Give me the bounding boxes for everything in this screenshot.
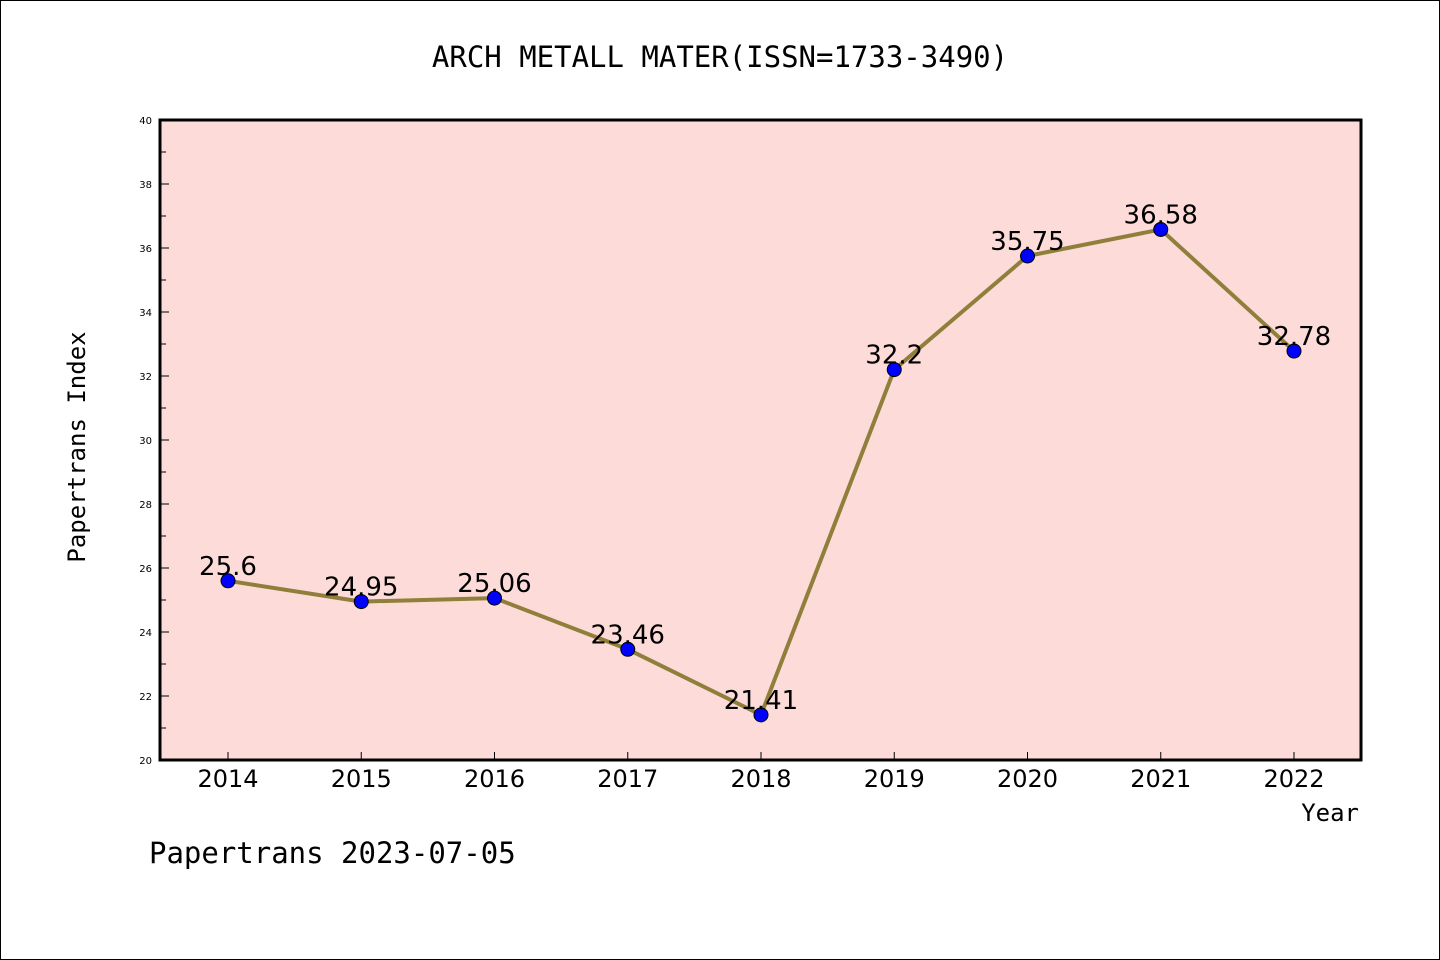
data-value-label: 25.06 [457,569,531,599]
data-value-label: 32.2 [865,341,923,371]
data-value-label: 25.6 [199,552,257,582]
data-point-marker [1153,221,1169,237]
y-tick-label: 32 [139,372,152,383]
y-tick-label: 30 [139,436,152,447]
data-point-marker [353,594,369,610]
data-point-marker [886,362,902,378]
data-point-marker [753,707,769,723]
y-tick-label: 20 [139,756,152,767]
chart-title: ARCH METALL MATER(ISSN=1733-3490) [432,40,1008,74]
data-point-marker [620,641,636,657]
data-point-marker [487,590,502,606]
data-value-label: 35.75 [990,227,1064,257]
data-value-label: 32.78 [1257,322,1331,352]
x-tick-label: 2022 [1263,765,1324,793]
y-tick-label: 40 [139,116,152,127]
data-value-label: 23.46 [591,620,665,650]
x-tick-label: 2014 [197,765,258,793]
y-tick-label: 24 [139,628,152,639]
y-tick-label: 36 [139,244,152,255]
y-tick-label: 26 [139,564,152,575]
data-point-marker [1020,248,1035,264]
x-tick-label: 2020 [997,765,1058,793]
x-tick-label: 2015 [331,765,392,793]
x-tick-label: 2017 [597,765,658,793]
x-tick-label: 2019 [864,765,925,793]
data-value-label: 24.95 [324,573,398,603]
data-point-marker [1286,343,1302,359]
data-markers [220,221,1302,723]
x-axis-label: Year [1301,799,1359,827]
x-tick-label: 2018 [730,765,791,793]
footer-watermark: Papertrans 2023-07-05 [149,836,516,870]
y-tick-label: 34 [139,308,152,319]
x-axis: 2014 2015 2016 2017 2018 2019 2020 2021 2022 [197,752,1325,793]
y-axis-label: Papertrans Index [63,331,91,562]
data-value-label: 36.58 [1124,200,1198,230]
data-value-label: 21.41 [724,686,798,716]
y-axis: 20 22 24 26 28 30 32 34 36 38 40 [139,116,169,767]
data-point-marker [220,573,236,589]
y-tick-label: 38 [139,180,152,191]
x-tick-label: 2016 [464,765,525,793]
data-labels: 25.6 24.95 25.06 23.46 21.41 32.2 35.75 36.58 32… [199,200,1331,715]
y-tick-label: 22 [139,692,152,703]
x-tick-label: 2021 [1130,765,1191,793]
y-tick-label: 28 [139,500,152,511]
